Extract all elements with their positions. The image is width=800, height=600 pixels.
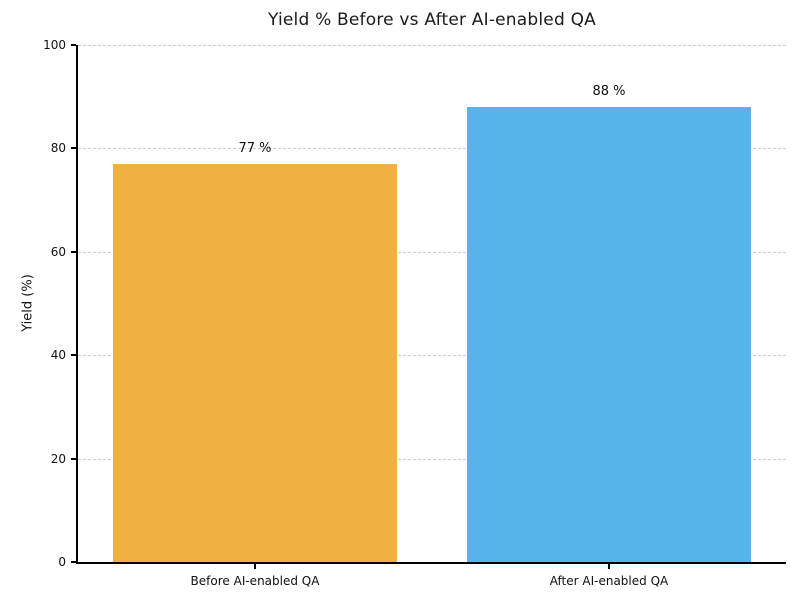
- y-tick-mark: [71, 147, 76, 150]
- gridline-y-100: [78, 45, 786, 46]
- x-axis-spine: [76, 562, 786, 564]
- y-tick-label: 20: [50, 451, 66, 466]
- gridline-y-60: [78, 251, 786, 253]
- x-tick-label-1: After AI-enabled QA: [549, 574, 669, 588]
- bar-0: [113, 163, 397, 562]
- y-tick-mark: [71, 44, 76, 46]
- chart-title: Yield % Before vs After AI-enabled QA: [268, 10, 596, 30]
- y-tick-mark: [71, 561, 76, 563]
- y-tick-label: 0: [58, 555, 66, 569]
- bar-1: [467, 107, 751, 562]
- x-axis-tick-labels: Before AI-enabled QA After AI-enabled QA: [78, 564, 786, 594]
- y-axis-spine: [76, 45, 78, 562]
- x-tick-label-0: Before AI-enabled QA: [190, 574, 320, 588]
- bar-value-label-0: 77 %: [238, 140, 272, 156]
- x-tick-mark: [254, 564, 256, 569]
- bar-value-label-1: 88 %: [592, 84, 626, 100]
- plot-area: 77 % 88 %: [76, 45, 786, 564]
- y-tick-mark: [71, 250, 76, 253]
- y-tick-mark: [71, 457, 76, 460]
- gridline-y-40: [78, 355, 786, 357]
- y-axis-tick-labels: 0 20 40 60 80 100: [0, 39, 76, 568]
- x-tick-mark: [608, 564, 610, 569]
- y-tick-label: 80: [50, 141, 66, 156]
- y-tick-label: 40: [50, 348, 66, 363]
- y-tick-label: 100: [43, 38, 66, 52]
- y-tick-label: 60: [50, 244, 66, 259]
- gridline-y-80: [78, 148, 786, 150]
- y-tick-mark: [71, 354, 76, 357]
- gridline-y-20: [78, 458, 786, 460]
